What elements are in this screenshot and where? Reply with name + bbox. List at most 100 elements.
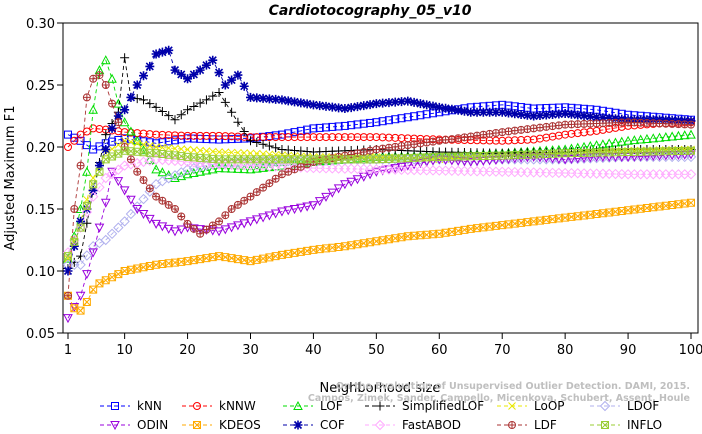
data-point <box>138 209 149 220</box>
data-point <box>64 143 72 151</box>
data-point <box>113 98 124 108</box>
data-point <box>308 201 319 211</box>
data-point <box>208 55 218 65</box>
legend-label: FastABOD <box>402 418 461 432</box>
data-point <box>182 169 193 179</box>
data-point <box>176 69 186 79</box>
data-point <box>107 123 117 133</box>
data-point <box>309 133 318 142</box>
data-point <box>114 118 123 127</box>
data-point <box>465 157 476 167</box>
data-point <box>95 71 104 80</box>
legend-item-knnw: kNNW <box>182 399 256 413</box>
data-point <box>82 141 91 150</box>
data-point <box>586 127 595 136</box>
data-point <box>265 133 274 142</box>
data-point <box>523 135 532 144</box>
data-point <box>302 202 312 212</box>
data-point <box>560 155 570 165</box>
data-point <box>333 184 344 194</box>
data-point <box>201 165 212 175</box>
data-point <box>366 118 375 127</box>
data-point <box>347 133 356 142</box>
data-point <box>101 81 110 89</box>
data-point <box>472 107 482 117</box>
data-point <box>145 184 154 193</box>
data-point <box>157 222 168 232</box>
data-point <box>94 161 104 171</box>
data-point <box>195 98 205 108</box>
data-point <box>391 142 400 151</box>
data-point <box>434 102 444 112</box>
data-point <box>144 214 155 224</box>
data-point <box>240 149 249 157</box>
data-point <box>139 140 148 149</box>
data-point <box>158 130 167 139</box>
data-point <box>64 291 73 300</box>
data-point <box>164 45 174 55</box>
data-point <box>510 109 520 119</box>
series-line <box>67 59 692 259</box>
data-point <box>233 200 242 209</box>
watermark-line: On the Evaluation of Unsupervised Outlie… <box>336 381 690 392</box>
data-point <box>528 152 539 162</box>
data-point <box>145 61 155 71</box>
data-point <box>378 117 387 126</box>
data-point <box>687 120 696 129</box>
data-point <box>334 133 343 142</box>
data-point <box>202 147 211 155</box>
data-point <box>472 157 482 167</box>
series-ldf <box>64 71 696 300</box>
data-point <box>214 68 224 78</box>
data-point <box>258 139 268 149</box>
data-point <box>264 141 274 151</box>
data-point <box>113 164 124 175</box>
data-point <box>591 152 602 162</box>
data-point <box>554 109 564 119</box>
watermark-line: Campos, Zimek, Sander, Campello, Micenko… <box>308 393 690 404</box>
data-point <box>687 146 695 155</box>
legend-item-kdeos: KDEOS <box>182 418 261 432</box>
data-point <box>541 110 551 120</box>
data-point <box>346 177 357 187</box>
data-point <box>76 216 86 226</box>
data-point <box>170 136 179 145</box>
data-point <box>296 203 306 213</box>
data-point <box>479 130 488 139</box>
data-point <box>434 155 445 165</box>
data-point <box>322 123 331 132</box>
data-point <box>328 122 337 131</box>
data-point <box>679 130 690 140</box>
data-point <box>214 87 224 97</box>
data-point <box>485 129 494 138</box>
data-point <box>478 156 489 166</box>
data-point <box>227 205 236 213</box>
data-point <box>63 266 73 276</box>
legend-label: kNN <box>137 399 162 413</box>
data-point <box>321 192 331 202</box>
data-point <box>82 270 92 280</box>
data-point <box>151 49 161 59</box>
data-point <box>158 196 167 205</box>
data-point <box>435 136 444 145</box>
data-point <box>573 110 583 120</box>
data-point <box>554 154 564 164</box>
data-point <box>422 138 431 147</box>
data-point <box>371 99 381 109</box>
data-point <box>132 135 143 145</box>
data-point <box>264 211 275 221</box>
legend-marker <box>508 421 517 429</box>
data-point <box>378 133 387 142</box>
data-point <box>139 71 149 81</box>
data-point <box>484 156 495 166</box>
data-point <box>548 110 558 120</box>
data-point <box>183 105 193 115</box>
data-point <box>384 98 394 108</box>
data-point <box>164 200 173 209</box>
data-point <box>529 135 538 144</box>
data-point <box>415 99 425 109</box>
data-point <box>183 74 193 84</box>
data-point <box>245 92 255 102</box>
data-point <box>152 130 161 139</box>
data-point <box>686 129 696 139</box>
